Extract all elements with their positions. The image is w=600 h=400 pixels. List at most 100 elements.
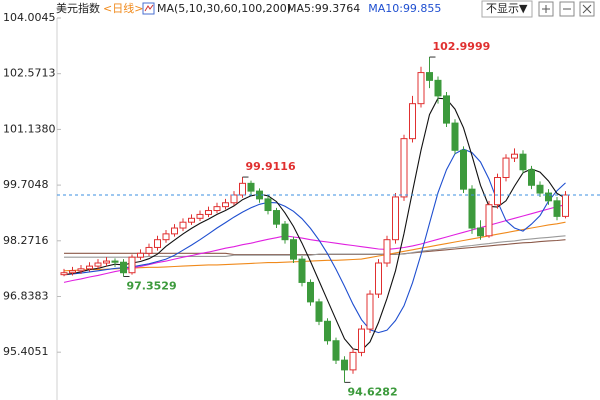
candle-body	[468, 188, 476, 229]
candle-body	[400, 138, 408, 198]
candle	[111, 258, 119, 267]
candle	[128, 254, 136, 275]
zoom-icon	[542, 5, 550, 13]
candle	[485, 200, 493, 238]
ma-line	[63, 204, 566, 283]
candle-body	[460, 149, 467, 190]
candle-body	[77, 268, 85, 272]
candle-body	[213, 206, 221, 212]
candle-body	[111, 260, 119, 263]
candle	[290, 236, 297, 264]
candle-body	[443, 95, 450, 124]
candle-body	[171, 227, 178, 235]
display-toggle[interactable]	[481, 0, 533, 18]
candle-body	[502, 157, 510, 179]
candle	[120, 259, 127, 277]
candle-body	[553, 200, 561, 217]
candle	[460, 146, 467, 194]
candle-body	[485, 204, 493, 237]
candle	[494, 173, 501, 209]
candle	[77, 264, 85, 274]
candle-body	[536, 184, 544, 194]
candle	[502, 154, 510, 182]
candle-body	[315, 301, 323, 322]
y-tick-label: 95.4051	[3, 345, 49, 358]
candle	[562, 191, 569, 219]
chart-title: 美元指数	[56, 1, 100, 15]
candle-body	[222, 202, 229, 208]
candle-body	[426, 72, 433, 81]
candle	[545, 189, 552, 205]
candle-body	[562, 194, 569, 217]
candle	[315, 298, 323, 326]
candle	[103, 257, 110, 267]
candle	[400, 134, 408, 201]
ma-line	[63, 221, 566, 272]
candle-body	[332, 340, 340, 361]
candle-body	[264, 198, 272, 212]
icon-frame	[142, 2, 155, 15]
candle	[94, 259, 102, 269]
candle-body	[477, 227, 484, 237]
candle-body	[494, 177, 501, 206]
candle	[324, 318, 331, 345]
candle	[69, 266, 76, 276]
candle	[222, 198, 229, 210]
candle	[443, 92, 450, 127]
ma-line	[64, 235, 566, 258]
candle-body	[366, 293, 374, 330]
ma-readout: MA5:99.3764	[287, 2, 360, 15]
candle	[426, 57, 433, 89]
candle-body	[519, 153, 527, 171]
candle-body	[179, 221, 187, 229]
candle	[375, 259, 382, 298]
candle-body	[103, 260, 110, 264]
candle	[179, 218, 187, 232]
candle	[392, 193, 399, 244]
candle	[273, 207, 280, 229]
candle	[162, 229, 170, 243]
candle	[86, 262, 93, 272]
candle	[239, 177, 246, 198]
ma-line	[63, 148, 566, 334]
indicator-label: MA(5,10,30,60,100,200)	[157, 2, 291, 15]
candle-body	[94, 262, 102, 267]
candle	[213, 202, 221, 214]
candle-body	[417, 72, 425, 105]
candle-body	[69, 270, 76, 274]
candle	[154, 235, 161, 251]
candle	[145, 243, 153, 257]
candle-body	[383, 239, 391, 264]
candle-body	[290, 239, 297, 260]
candle-body	[196, 213, 204, 219]
candle-body	[409, 103, 416, 140]
candle-body	[86, 265, 93, 270]
candle-body	[298, 258, 306, 283]
candle-body	[349, 351, 357, 371]
candle-body	[188, 217, 195, 223]
candle-body	[239, 182, 246, 196]
candle-body	[341, 359, 348, 371]
candle	[477, 220, 484, 240]
candle	[417, 66, 425, 108]
candle-body	[375, 262, 382, 295]
candle-body	[545, 192, 552, 202]
candle	[409, 95, 416, 143]
candle	[264, 196, 272, 215]
candle-body	[358, 328, 365, 353]
high-annotation: 102.9999	[433, 40, 491, 53]
ma-line	[63, 97, 566, 351]
low-annotation: 97.3529	[127, 279, 177, 292]
candle	[196, 210, 204, 222]
candle	[247, 180, 255, 195]
candle-body	[307, 281, 314, 303]
candle	[332, 337, 340, 365]
display-toggle-label: 不显示▼	[486, 2, 528, 15]
candle	[307, 279, 314, 306]
candle-body	[281, 223, 289, 241]
candle-body	[145, 246, 153, 254]
candle-body	[324, 320, 331, 342]
candle	[341, 356, 348, 383]
